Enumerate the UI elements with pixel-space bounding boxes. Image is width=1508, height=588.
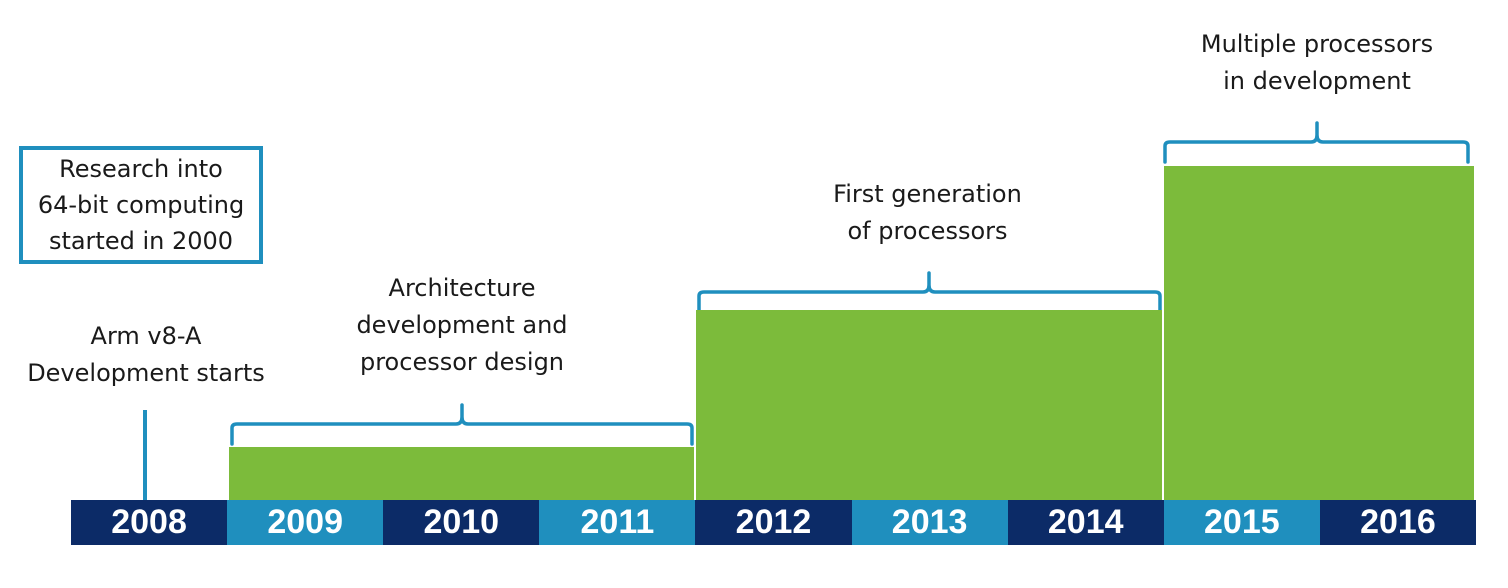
research-callout-box: Research into 64-bit computing started i… [19,146,263,264]
year-2016: 2016 [1319,500,1476,545]
phase-multiple-brace [1163,121,1470,164]
phase-first-gen-bar [696,310,1162,500]
phase-architecture-label: Architecture development and processor d… [356,274,568,376]
year-2009: 2009 [227,500,384,545]
phase-architecture-bar [229,447,694,500]
research-callout-text: Research into 64-bit computing started i… [37,155,245,255]
year-2011: 2011 [539,500,696,545]
phase-first-gen-brace [697,271,1162,314]
year-2015: 2015 [1163,500,1320,545]
phase-first-gen-label: First generation of processors [833,180,1022,245]
year-timeline: 2008 2009 2010 2011 2012 2013 2014 2015 … [71,500,1476,545]
year-2008: 2008 [71,500,228,545]
phase-architecture-brace [230,403,694,446]
year-2012: 2012 [695,500,852,545]
milestone-label: Arm v8-A Development starts [27,322,265,387]
milestone-marker [143,410,147,502]
year-2010: 2010 [383,500,540,545]
year-2014: 2014 [1007,500,1164,545]
phase-multiple-bar [1164,166,1474,500]
year-2013: 2013 [851,500,1008,545]
phase-multiple-label: Multiple processors in development [1200,30,1434,95]
